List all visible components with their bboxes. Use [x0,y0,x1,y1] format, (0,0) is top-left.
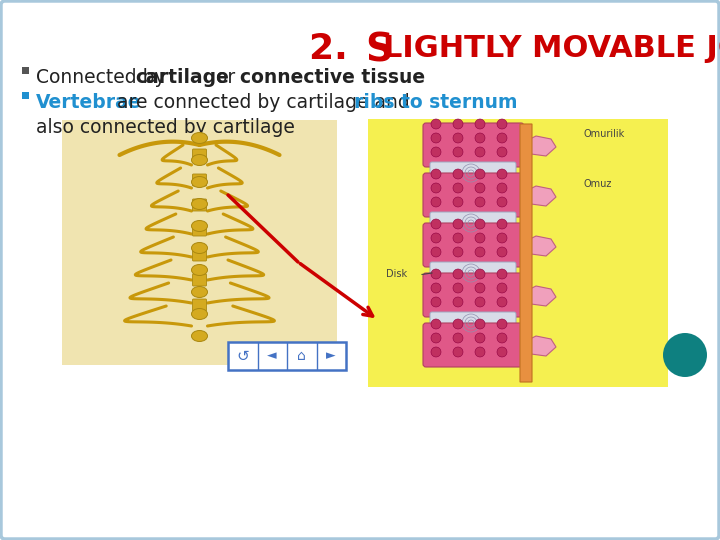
Ellipse shape [192,287,207,298]
FancyBboxPatch shape [192,149,207,161]
Circle shape [475,347,485,357]
Circle shape [431,283,441,293]
FancyBboxPatch shape [192,249,207,261]
Circle shape [431,133,441,143]
Text: 2.: 2. [309,32,360,66]
Ellipse shape [192,265,207,275]
Circle shape [497,119,507,129]
Circle shape [453,297,463,307]
Polygon shape [520,136,556,156]
Text: ribs to sternum: ribs to sternum [354,93,518,112]
Text: cartilage: cartilage [135,68,229,87]
Ellipse shape [192,199,207,210]
FancyBboxPatch shape [430,312,516,334]
Ellipse shape [192,308,207,320]
Text: ►: ► [326,349,336,362]
Text: are connected by cartilage and: are connected by cartilage and [111,93,415,112]
Circle shape [453,183,463,193]
Circle shape [431,119,441,129]
FancyBboxPatch shape [430,262,516,284]
Circle shape [431,269,441,279]
FancyBboxPatch shape [192,274,207,286]
Text: S: S [365,32,393,70]
Text: LIGHTLY MOVABLE JOINTS: LIGHTLY MOVABLE JOINTS [383,34,720,63]
Circle shape [431,183,441,193]
Circle shape [431,147,441,157]
Circle shape [453,147,463,157]
Text: or: or [210,68,240,87]
Circle shape [431,233,441,243]
Circle shape [475,169,485,179]
Circle shape [497,333,507,343]
FancyBboxPatch shape [192,199,207,211]
Circle shape [497,169,507,179]
FancyBboxPatch shape [192,224,207,236]
Circle shape [431,197,441,207]
Circle shape [497,247,507,257]
Circle shape [475,333,485,343]
Circle shape [497,319,507,329]
Circle shape [453,319,463,329]
Text: ⌂: ⌂ [297,349,306,363]
Ellipse shape [192,132,207,144]
Circle shape [475,319,485,329]
Circle shape [475,119,485,129]
FancyBboxPatch shape [423,173,524,217]
FancyBboxPatch shape [423,123,524,167]
Circle shape [497,283,507,293]
Circle shape [475,283,485,293]
Circle shape [453,283,463,293]
Circle shape [453,233,463,243]
Polygon shape [520,236,556,256]
Text: ◄: ◄ [267,349,277,362]
Circle shape [431,219,441,229]
Circle shape [453,269,463,279]
Circle shape [431,297,441,307]
Circle shape [453,119,463,129]
Text: Connected by: Connected by [36,68,171,87]
Polygon shape [520,336,556,356]
Circle shape [497,133,507,143]
Circle shape [431,247,441,257]
Circle shape [475,233,485,243]
Circle shape [497,197,507,207]
FancyBboxPatch shape [423,323,524,367]
Circle shape [497,347,507,357]
Circle shape [431,347,441,357]
Circle shape [497,183,507,193]
Ellipse shape [192,220,207,232]
Circle shape [431,319,441,329]
Bar [228,342,346,370]
Circle shape [475,297,485,307]
Circle shape [453,133,463,143]
Text: Vertebrae: Vertebrae [36,93,142,112]
Text: Omurilik: Omurilik [584,129,625,139]
Bar [22,92,29,99]
FancyBboxPatch shape [423,273,524,317]
Circle shape [497,269,507,279]
Ellipse shape [192,154,207,165]
Ellipse shape [192,330,207,341]
Circle shape [453,219,463,229]
Text: ↺: ↺ [236,348,249,363]
Text: also connected by cartilage: also connected by cartilage [36,118,295,137]
FancyBboxPatch shape [192,299,207,311]
Text: connective tissue: connective tissue [240,68,425,87]
Polygon shape [520,186,556,206]
Text: Omuz: Omuz [584,179,613,189]
Circle shape [453,347,463,357]
Ellipse shape [192,242,207,253]
Circle shape [453,333,463,343]
Circle shape [475,197,485,207]
Ellipse shape [192,177,207,187]
Circle shape [475,219,485,229]
FancyBboxPatch shape [520,124,532,382]
Circle shape [475,247,485,257]
Circle shape [453,247,463,257]
Circle shape [475,183,485,193]
Circle shape [497,297,507,307]
FancyBboxPatch shape [430,212,516,234]
Circle shape [475,133,485,143]
Circle shape [453,169,463,179]
